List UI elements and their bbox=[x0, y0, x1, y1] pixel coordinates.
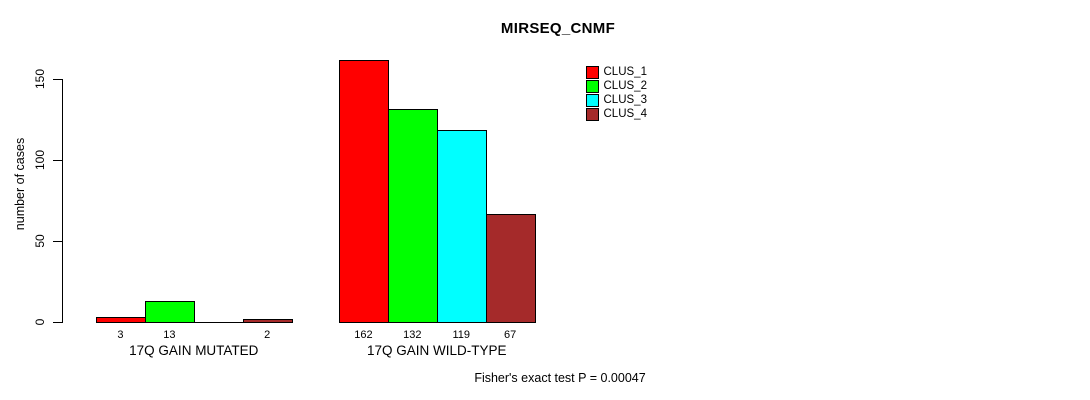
y-axis-tick-label: 100 bbox=[33, 150, 47, 171]
legend-label: CLUS_1 bbox=[603, 66, 647, 79]
legend-swatch-icon bbox=[586, 80, 599, 93]
bar bbox=[485, 213, 536, 323]
legend-item: CLUS_2 bbox=[586, 80, 647, 93]
legend-label: CLUS_2 bbox=[603, 80, 647, 93]
legend-swatch-icon bbox=[586, 94, 599, 107]
legend-swatch-icon bbox=[586, 66, 599, 79]
bar-value-label: 132 bbox=[403, 329, 422, 341]
y-axis-tick-label: 50 bbox=[33, 234, 47, 248]
bar-value-label: 2 bbox=[264, 329, 271, 341]
legend-swatch-icon bbox=[586, 108, 599, 121]
y-axis-tick bbox=[53, 160, 62, 162]
bar bbox=[339, 60, 389, 323]
group-label: 17Q GAIN MUTATED bbox=[129, 343, 259, 358]
y-axis-tick bbox=[53, 322, 62, 323]
bar bbox=[387, 108, 438, 323]
y-axis-tick-label: 0 bbox=[33, 318, 47, 326]
legend-item: CLUS_1 bbox=[586, 66, 647, 79]
legend: CLUS_1 CLUS_2 CLUS_3 CLUS_4 bbox=[586, 66, 647, 122]
legend-item: CLUS_3 bbox=[586, 94, 647, 107]
legend-item: CLUS_4 bbox=[586, 108, 647, 121]
bar bbox=[96, 317, 146, 323]
group-label: 17Q GAIN WILD-TYPE bbox=[367, 343, 507, 358]
legend-label: CLUS_4 bbox=[603, 108, 647, 121]
chart-title: MIRSEQ_CNMF bbox=[500, 20, 616, 37]
bar-value-label: 3 bbox=[117, 329, 124, 341]
y-axis-tick bbox=[53, 241, 62, 243]
bar-value-label: 67 bbox=[504, 329, 517, 341]
y-axis-tick bbox=[53, 79, 62, 81]
stat-annotation: Fisher's exact test P = 0.00047 bbox=[474, 371, 646, 385]
y-axis-line bbox=[62, 79, 63, 323]
bar bbox=[436, 129, 487, 323]
y-axis-tick-label: 150 bbox=[33, 69, 47, 90]
bar bbox=[242, 318, 293, 323]
y-axis-label: number of cases bbox=[13, 137, 27, 231]
legend-label: CLUS_3 bbox=[603, 94, 647, 107]
bar bbox=[144, 300, 195, 323]
bar-value-label: 13 bbox=[163, 329, 176, 341]
bar-value-label: 162 bbox=[354, 329, 373, 341]
bar-value-label: 119 bbox=[452, 329, 471, 341]
